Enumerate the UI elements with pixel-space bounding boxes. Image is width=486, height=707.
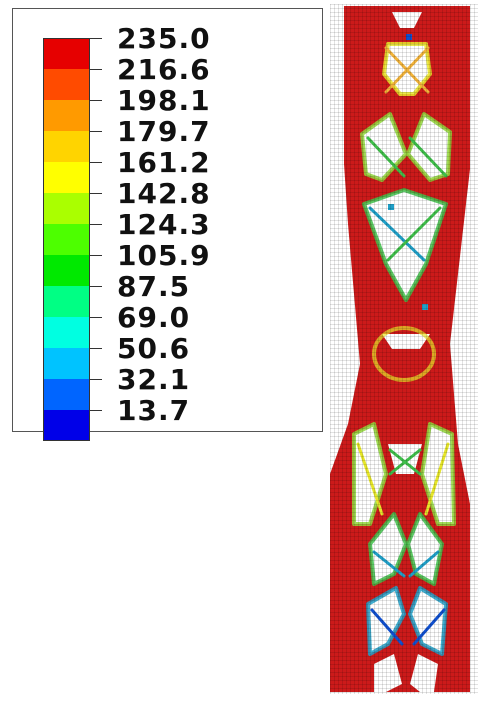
legend-tick [90, 69, 102, 70]
legend-swatch [43, 131, 90, 162]
legend-label: 32.1 [117, 363, 191, 396]
legend-tick [90, 317, 102, 318]
legend-tick [90, 131, 102, 132]
legend-swatch [43, 38, 90, 69]
legend-tick [90, 410, 102, 411]
legend-label: 179.7 [117, 115, 211, 148]
legend-swatch [43, 286, 90, 317]
legend-swatch [43, 162, 90, 193]
mesh-grid-overlay [330, 4, 478, 694]
legend-label: 50.6 [117, 332, 191, 365]
legend-label: 13.7 [117, 394, 191, 427]
legend-tick [90, 379, 102, 380]
legend-swatch [43, 379, 90, 410]
legend-swatch [43, 224, 90, 255]
legend-tick [90, 286, 102, 287]
topology-mesh-plot [330, 4, 478, 694]
legend-label: 198.1 [117, 84, 211, 117]
legend-tick [90, 100, 102, 101]
legend-swatch [43, 410, 90, 441]
legend-tick [90, 348, 102, 349]
legend-tick [90, 255, 102, 256]
legend-label: 87.5 [117, 270, 191, 303]
legend-tick [90, 193, 102, 194]
legend-label: 69.0 [117, 301, 191, 334]
legend-label: 235.0 [117, 22, 211, 55]
stress-legend: 235.0 216.6 198.1 179.7 161.2 142.8 124.3 105.9… [12, 8, 323, 441]
legend-swatch [43, 317, 90, 348]
legend-label: 142.8 [117, 177, 211, 210]
legend-label: 216.6 [117, 53, 211, 86]
legend-swatch [43, 255, 90, 286]
legend-swatch [43, 348, 90, 379]
legend-label: 105.9 [117, 239, 211, 272]
legend-swatch [43, 100, 90, 131]
legend-label: 161.2 [117, 146, 211, 179]
legend-label: 124.3 [117, 208, 211, 241]
legend-swatch [43, 69, 90, 100]
legend-tick [90, 162, 102, 163]
legend-tick [90, 224, 102, 225]
legend-swatch [43, 193, 90, 224]
legend-tick [90, 38, 102, 39]
